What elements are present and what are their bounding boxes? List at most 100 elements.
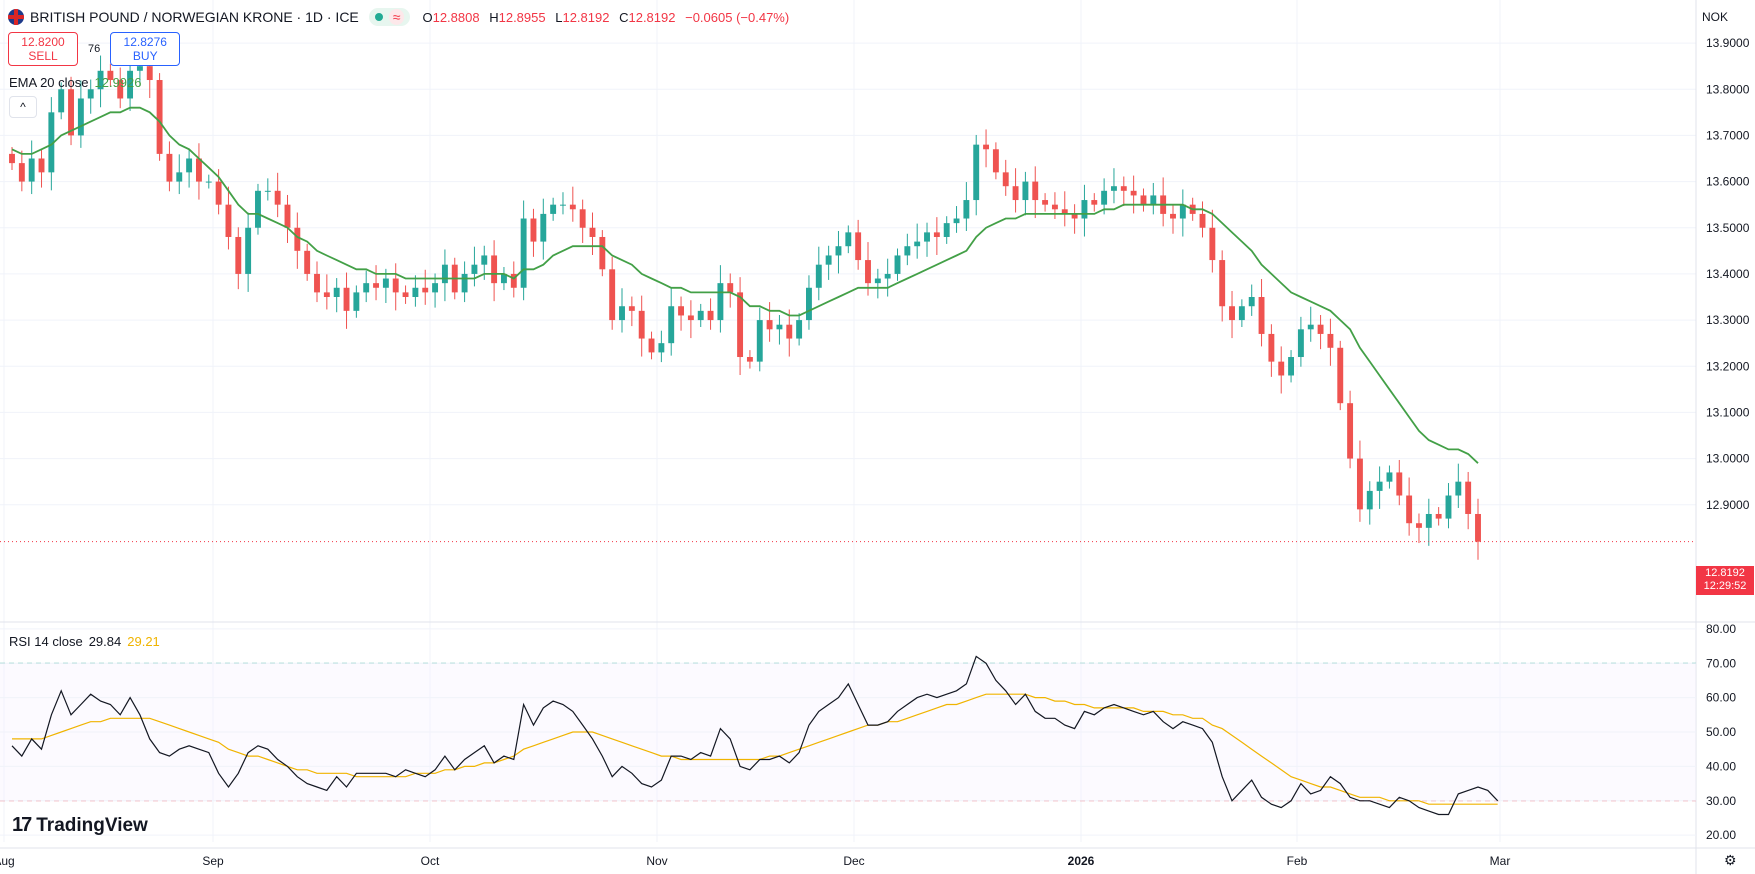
rsi-label: RSI 14 close	[9, 634, 83, 649]
ema-line	[11, 106, 1479, 464]
candle-body	[87, 89, 94, 99]
candle-body	[1199, 213, 1206, 228]
candle-body	[97, 70, 104, 90]
candle-body	[619, 306, 625, 321]
time-tick-label: Sep	[202, 854, 224, 868]
rsi-tick-label: 50.00	[1706, 725, 1736, 739]
candle-body	[865, 260, 871, 284]
collapse-legend-button[interactable]: ^	[9, 96, 37, 118]
candle-body	[569, 204, 576, 210]
candle-body	[186, 158, 193, 173]
candle-body	[953, 218, 960, 224]
candle-body	[255, 190, 261, 228]
candle-body	[176, 172, 183, 182]
open-value: 12.8808	[432, 9, 480, 25]
price-tick-label: 13.3000	[1706, 313, 1750, 327]
candle-body	[687, 315, 694, 321]
candle-body	[1465, 481, 1472, 514]
candle-body	[638, 310, 645, 339]
rsi-tick-label: 40.00	[1706, 759, 1736, 773]
candle-body	[18, 163, 25, 182]
candle-body	[441, 264, 448, 284]
candle-body	[9, 153, 15, 164]
candle-body	[363, 283, 370, 293]
candle-body	[1278, 361, 1285, 376]
market-status-pill[interactable]: ≈	[368, 8, 411, 26]
candles	[9, 50, 1481, 560]
rsi-value: 29.84	[88, 634, 122, 649]
time-tick-label: Aug	[0, 854, 15, 868]
settings-gear-icon[interactable]: ⚙	[1724, 852, 1737, 868]
candle-body	[1111, 186, 1117, 191]
candle-body	[471, 264, 478, 274]
candle-body	[550, 204, 557, 214]
candle-body	[806, 287, 812, 321]
candle-body	[1032, 181, 1039, 201]
candle-body	[1150, 195, 1157, 205]
candle-body	[1258, 297, 1265, 334]
candle-body	[560, 204, 566, 206]
price-tick-label: 13.6000	[1706, 175, 1750, 189]
candle-body	[540, 213, 547, 242]
rsi-tick-label: 30.00	[1706, 794, 1736, 808]
symbol-title[interactable]: BRITISH POUND / NORWEGIAN KRONE · 1D · I…	[30, 9, 359, 25]
candle-body	[146, 66, 153, 81]
candle-body	[1268, 333, 1275, 362]
candle-body	[845, 232, 852, 247]
candle-body	[314, 273, 320, 293]
candle-body	[1051, 204, 1058, 210]
candle-body	[737, 292, 744, 358]
candle-body	[1071, 213, 1078, 219]
candle-body	[461, 273, 468, 293]
candle-body	[963, 200, 970, 219]
candle-body	[815, 264, 822, 288]
time-tick-label: Oct	[421, 854, 440, 868]
candle-body	[382, 278, 389, 288]
candle-body	[1406, 495, 1413, 524]
candle-body	[756, 320, 763, 362]
low-value: 12.8192	[562, 9, 610, 25]
price-tick-label: 13.0000	[1706, 452, 1750, 466]
candle-body	[1317, 324, 1324, 334]
candle-body	[1120, 186, 1127, 191]
candle-body	[1179, 204, 1186, 219]
rsi-legend[interactable]: RSI 14 close 29.84 29.21	[9, 634, 160, 649]
candle-body	[855, 232, 862, 261]
ema-legend[interactable]: EMA 20 close 12.9926	[9, 75, 142, 90]
candle-body	[294, 227, 301, 251]
wave-icon: ≈	[388, 9, 405, 25]
price-tick-label: 13.2000	[1706, 359, 1750, 373]
close-value: 12.8192	[628, 9, 676, 25]
candle-body	[520, 218, 527, 288]
rsi-tick-label: 60.00	[1706, 691, 1736, 705]
candle-body	[373, 283, 379, 288]
time-tick-label: 2026	[1068, 854, 1095, 868]
rsi-pane	[0, 628, 1696, 836]
sell-button[interactable]: 12.8200 SELL	[8, 32, 78, 66]
candle-body	[914, 241, 921, 247]
change-value: −0.0605 (−0.47%)	[685, 9, 790, 25]
bar-countdown: 12:29:52	[1703, 580, 1747, 592]
candle-body	[983, 144, 990, 150]
time-tick-label: Dec	[843, 854, 864, 868]
buy-button[interactable]: 12.8276 BUY	[110, 32, 181, 66]
candle-body	[668, 306, 675, 344]
candle-body	[1101, 190, 1108, 205]
candle-body	[746, 357, 753, 362]
candle-body	[235, 236, 242, 274]
candle-body	[894, 255, 901, 274]
market-open-dot-icon	[374, 13, 383, 21]
candle-body	[796, 320, 803, 339]
candle-body	[1248, 297, 1255, 307]
candle-body	[205, 181, 212, 183]
candle-body	[333, 287, 340, 297]
candle-body	[1455, 481, 1462, 496]
candle-body	[58, 89, 65, 113]
candle-body	[973, 144, 980, 201]
currency-selector[interactable]: NOK	[1702, 10, 1729, 24]
candle-body	[1012, 186, 1019, 201]
candle-body	[786, 324, 793, 339]
tradingview-logo[interactable]: 17 TradingView	[12, 814, 148, 837]
candle-body	[402, 292, 409, 297]
